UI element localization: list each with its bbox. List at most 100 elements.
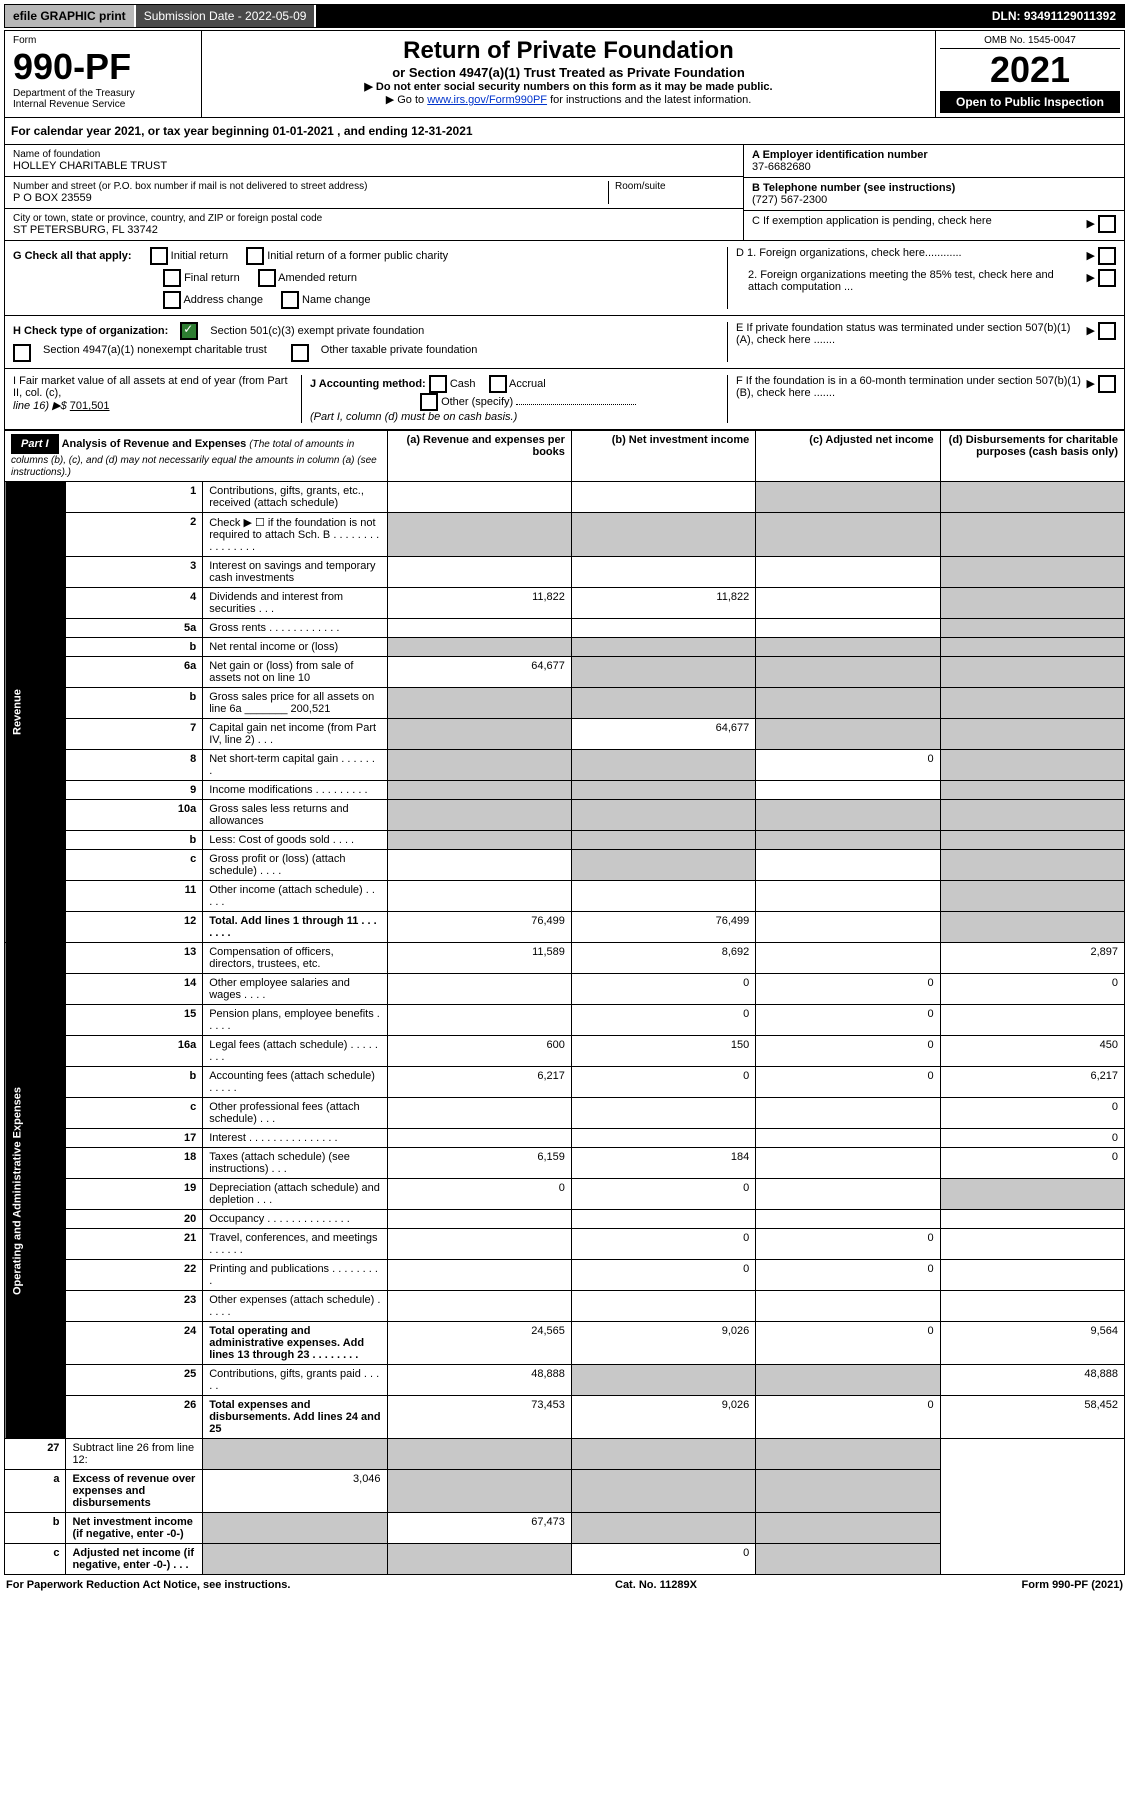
table-row: Operating and Administrative Expenses13C… (5, 943, 1125, 974)
form990pf-link[interactable]: www.irs.gov/Form990PF (427, 94, 547, 106)
row-desc: Other employee salaries and wages . . . … (203, 974, 387, 1005)
j-accrual-check[interactable] (489, 375, 507, 393)
efile-label[interactable]: efile GRAPHIC print (5, 5, 136, 27)
h-opt3: Other taxable private foundation (321, 344, 478, 362)
row-desc: Gross rents . . . . . . . . . . . . (203, 619, 387, 638)
row-num: 8 (66, 750, 203, 781)
tax-year: 2021 (940, 49, 1120, 91)
g-name-check[interactable] (281, 291, 299, 309)
row-num: b (66, 688, 203, 719)
row-num: 4 (66, 588, 203, 619)
row-num: 23 (66, 1291, 203, 1322)
ein-label: A Employer identification number (752, 149, 1116, 161)
e-check[interactable] (1098, 322, 1116, 340)
j-other: Other (specify) (441, 396, 513, 408)
i-label: I Fair market value of all assets at end… (13, 375, 288, 399)
footer-left: For Paperwork Reduction Act Notice, see … (6, 1579, 290, 1591)
row-desc: Income modifications . . . . . . . . . (203, 781, 387, 800)
g-init-former-check[interactable] (246, 247, 264, 265)
h-opt2: Section 4947(a)(1) nonexempt charitable … (43, 344, 267, 362)
irs-label: Internal Revenue Service (13, 99, 193, 110)
d1-label: D 1. Foreign organizations, check here..… (736, 247, 1086, 265)
row-num: 19 (66, 1179, 203, 1210)
table-row: 16aLegal fees (attach schedule) . . . . … (5, 1036, 1125, 1067)
side-label: Revenue (5, 482, 66, 943)
table-row: bNet rental income or (loss) (5, 638, 1125, 657)
row-desc: Travel, conferences, and meetings . . . … (203, 1229, 387, 1260)
row-num: b (66, 638, 203, 657)
row-desc: Contributions, gifts, grants, etc., rece… (203, 482, 387, 513)
table-row: 6aNet gain or (loss) from sale of assets… (5, 657, 1125, 688)
table-row: 12Total. Add lines 1 through 11 . . . . … (5, 912, 1125, 943)
form-subtitle: or Section 4947(a)(1) Trust Treated as P… (208, 65, 929, 80)
g-amended-check[interactable] (258, 269, 276, 287)
f-label: F If the foundation is in a 60-month ter… (736, 375, 1086, 399)
row-desc: Total. Add lines 1 through 11 . . . . . … (203, 912, 387, 943)
city-label: City or town, state or province, country… (13, 213, 735, 224)
phone-label: B Telephone number (see instructions) (752, 182, 1116, 194)
part1-table: Part I Analysis of Revenue and Expenses … (4, 430, 1125, 1575)
g-amended: Amended return (278, 272, 357, 284)
table-row: 9Income modifications . . . . . . . . . (5, 781, 1125, 800)
col-a-header: (a) Revenue and expenses per books (387, 431, 571, 482)
ein-value: 37-6682680 (752, 161, 1116, 173)
page-footer: For Paperwork Reduction Act Notice, see … (4, 1575, 1125, 1595)
footer-mid: Cat. No. 11289X (615, 1579, 697, 1591)
form-number: 990-PF (13, 46, 193, 88)
row-num: 2 (66, 513, 203, 557)
row-num: 1 (66, 482, 203, 513)
instr2-suffix: for instructions and the latest informat… (550, 94, 751, 106)
col-b-header: (b) Net investment income (571, 431, 755, 482)
section-ij-row: I Fair market value of all assets at end… (4, 369, 1125, 430)
table-row: 19Depreciation (attach schedule) and dep… (5, 1179, 1125, 1210)
i-value: 701,501 (70, 400, 110, 412)
col-d-header: (d) Disbursements for charitable purpose… (940, 431, 1124, 482)
j-other-check[interactable] (420, 393, 438, 411)
row-desc: Excess of revenue over expenses and disb… (66, 1470, 203, 1513)
c-checkbox[interactable] (1098, 215, 1116, 233)
table-row: 10aGross sales less returns and allowanc… (5, 800, 1125, 831)
c-label: C If exemption application is pending, c… (752, 215, 1086, 233)
g-final-check[interactable] (163, 269, 181, 287)
table-row: 27Subtract line 26 from line 12: (5, 1439, 1125, 1470)
row-desc: Occupancy . . . . . . . . . . . . . . (203, 1210, 387, 1229)
h-other-check[interactable] (291, 344, 309, 362)
g-addr-change: Address change (183, 294, 263, 306)
row-desc: Interest on savings and temporary cash i… (203, 557, 387, 588)
addr-label: Number and street (or P.O. box number if… (13, 181, 608, 192)
j-cash-check[interactable] (429, 375, 447, 393)
instr-2: ▶ Go to www.irs.gov/Form990PF for instru… (208, 93, 929, 106)
form-word: Form (13, 35, 193, 46)
j-note: (Part I, column (d) must be on cash basi… (310, 411, 517, 423)
row-num: 21 (66, 1229, 203, 1260)
table-row: Revenue1Contributions, gifts, grants, et… (5, 482, 1125, 513)
omb-label: OMB No. 1545-0047 (940, 35, 1120, 49)
row-desc: Other professional fees (attach schedule… (203, 1098, 387, 1129)
d2-check[interactable] (1098, 269, 1116, 287)
phone-value: (727) 567-2300 (752, 194, 1116, 206)
row-desc: Other income (attach schedule) . . . . . (203, 881, 387, 912)
row-num: a (5, 1470, 66, 1513)
row-desc: Less: Cost of goods sold . . . . (203, 831, 387, 850)
row-num: 10a (66, 800, 203, 831)
row-num: c (5, 1544, 66, 1575)
g-initial-check[interactable] (150, 247, 168, 265)
instr-1: ▶ Do not enter social security numbers o… (208, 80, 929, 93)
f-check[interactable] (1098, 375, 1116, 393)
table-row: bNet investment income (if negative, ent… (5, 1513, 1125, 1544)
j-accrual: Accrual (509, 378, 546, 390)
j-label: J Accounting method: (310, 378, 426, 390)
row-num: 9 (66, 781, 203, 800)
room-label: Room/suite (615, 181, 735, 192)
row-desc: Check ▶ ☐ if the foundation is not requi… (203, 513, 387, 557)
name-label: Name of foundation (13, 149, 735, 160)
h-4947-check[interactable] (13, 344, 31, 362)
g-addr-check[interactable] (163, 291, 181, 309)
h-opt1: Section 501(c)(3) exempt private foundat… (210, 325, 424, 337)
d1-check[interactable] (1098, 247, 1116, 265)
row-desc: Total expenses and disbursements. Add li… (203, 1396, 387, 1439)
table-row: 18Taxes (attach schedule) (see instructi… (5, 1148, 1125, 1179)
table-row: 14Other employee salaries and wages . . … (5, 974, 1125, 1005)
h-501c3-check[interactable] (180, 322, 198, 340)
row-desc: Compensation of officers, directors, tru… (203, 943, 387, 974)
